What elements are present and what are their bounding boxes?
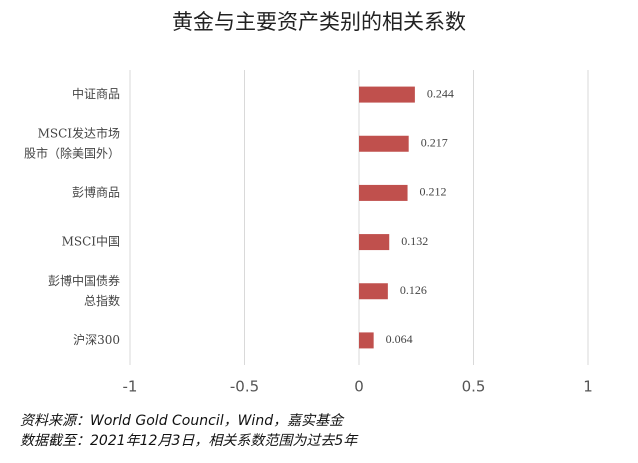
value-label: 0.132 [401,234,428,248]
x-tick-label: 0.5 [462,378,486,396]
bar [359,184,408,201]
y-tick-label: 彭博中国债券 [48,273,120,288]
bar [359,135,409,152]
y-tick-label: 沪深300 [73,333,120,347]
chart-title: 黄金与主要资产类别的相关系数 [172,10,466,34]
bar [359,86,415,103]
value-label: 0.126 [400,283,427,297]
bar [359,234,390,251]
x-tick-label: 1 [583,378,593,396]
value-label: 0.064 [386,332,413,346]
date-note: 数据截至：2021年12月3日，相关系数范围为过去5年 [20,433,359,449]
y-tick-label: MSCI发达市场 [38,125,120,140]
value-label: 0.244 [427,86,454,100]
y-tick-label: 彭博商品 [72,184,120,199]
value-label: 0.212 [420,185,447,199]
x-tick-label: -0.5 [230,378,259,396]
y-tick-label: MSCI中国 [62,234,120,249]
source-note: 资料来源：World Gold Council，Wind，嘉实基金 [20,413,345,429]
y-tick-label: 总指数 [84,293,120,308]
y-tick-label: 中证商品 [72,86,120,101]
x-tick-label: -1 [123,378,138,396]
y-tick-label: 股市（除美国外） [24,145,120,160]
x-tick-label: 0 [354,378,364,396]
value-label: 0.217 [421,136,448,150]
bar [359,332,374,349]
bar [359,283,388,300]
